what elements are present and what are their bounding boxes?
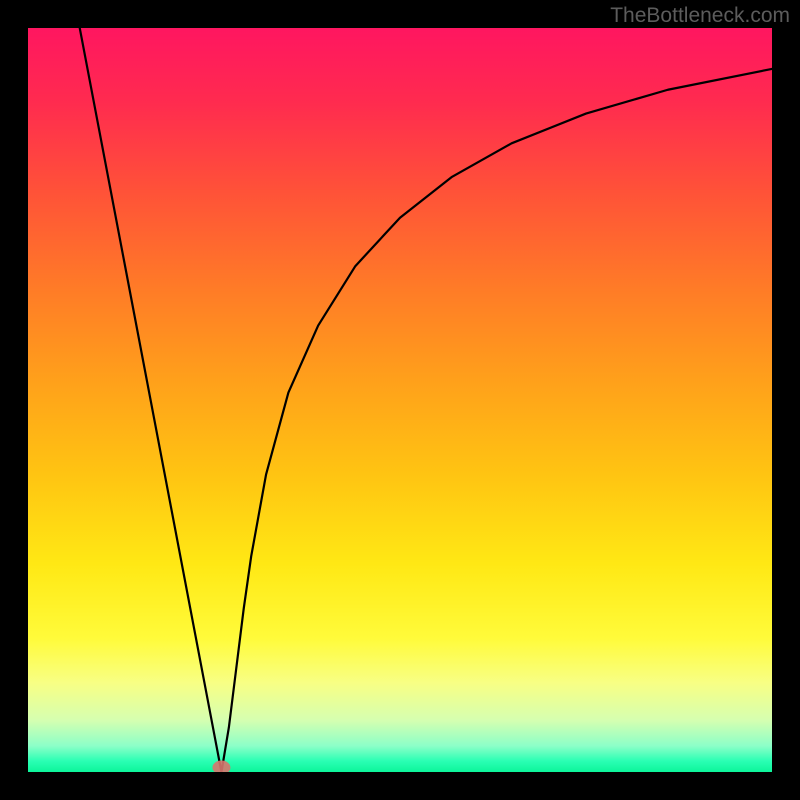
chart-frame: TheBottleneck.com [0, 0, 800, 800]
bottleneck-curve [73, 28, 772, 772]
curve-layer [28, 28, 772, 772]
vertex-marker [212, 761, 230, 772]
plot-area [28, 28, 772, 772]
attribution-text: TheBottleneck.com [610, 4, 790, 28]
